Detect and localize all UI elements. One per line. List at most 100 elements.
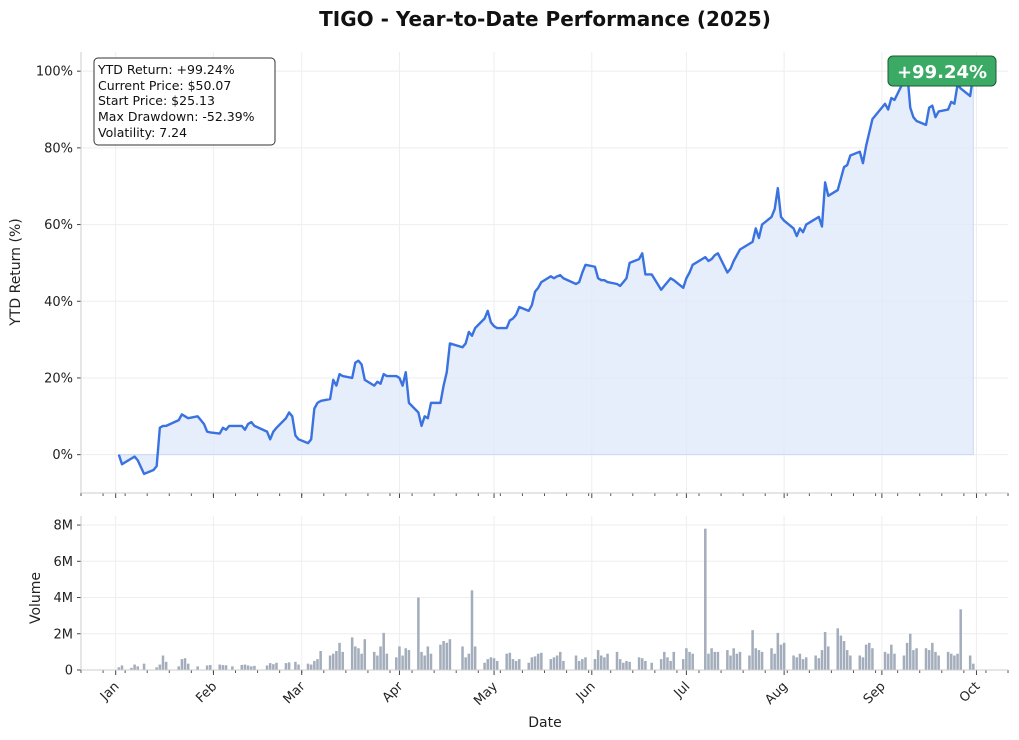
volume-bar [735,653,739,670]
volume-bar [688,651,691,670]
stat-max-drawdown: Max Drawdown: -52.39% [98,109,255,124]
volume-bar [937,655,940,670]
volume-bar [464,657,467,670]
volume-bar [650,662,653,670]
stat-ytd-return: YTD Return: +99.24% [97,62,235,77]
stats-box: YTD Return: +99.24% Current Price: $50.0… [93,57,276,146]
volume-bar [376,655,379,670]
volume-y-tick-label: 2M [54,627,74,642]
volume-bar [246,665,250,670]
price-series-line [117,69,975,476]
volume-bar [707,653,710,670]
volume-bar [883,651,887,670]
volume-bar [691,653,694,670]
volume-bar [820,650,824,670]
volume-bar [489,657,493,670]
volume-bar [593,659,597,670]
volume-bar [268,663,272,670]
volume-bar [924,648,928,670]
volume-bar [120,665,124,670]
volume-bar [748,655,751,670]
volume-bar [224,665,228,670]
volume-bar [934,651,937,670]
price-y-tick-label: 20% [44,371,73,386]
volume-bar [158,664,162,670]
volume-bar [915,648,918,670]
volume-bar [536,653,540,670]
volume-bar [407,650,411,670]
volume-bar [372,651,376,670]
volume-bar [738,651,742,670]
stat-current-price: Current Price: $50.07 [98,78,231,93]
volume-bar [644,660,647,670]
volume-bar [142,663,146,670]
volume-bar [581,659,584,670]
price-y-axis-title: YTD Return (%) [8,218,24,326]
volume-bar [209,664,212,670]
x-axis-title: Date [528,715,561,731]
x-tick-label: Mar [281,679,309,707]
volume-bar [606,653,609,670]
volume-bar [379,646,382,670]
volume-bar [492,658,496,670]
volume-bar [243,664,247,670]
volume-bar [130,667,133,670]
volume-bar [577,660,581,670]
volume-bar [218,664,221,670]
x-tick-label: Oct [957,679,984,706]
volume-bar [363,639,367,670]
volume-bar [297,664,300,670]
volume-bar [117,667,121,670]
volume-bar [685,648,688,670]
volume-bar [177,666,180,670]
volume-bar [328,655,332,670]
volume-bar [827,646,830,670]
volume-bar [357,648,360,670]
x-tick-label: May [471,679,501,709]
volume-bar [637,657,641,670]
volume-y-axis-title: Volume [28,572,44,624]
volume-bar [886,653,890,670]
volume-bar [354,646,357,670]
volume-bar [284,663,288,670]
volume-bar [801,659,805,670]
volume-bar [221,665,225,670]
volume-bar [956,653,959,670]
volume-bar [287,662,291,670]
volume-bar [275,662,278,670]
volume-bar [710,648,713,670]
volume-bar [341,651,344,670]
volume-bar [196,666,199,670]
price-y-tick-label: 80% [44,141,73,156]
volume-bar [779,644,783,670]
volume-bar [726,650,729,670]
volume-bar [912,650,915,670]
volume-bar [953,655,956,670]
volume-bar [183,658,187,670]
volume-bar [417,597,420,670]
ytd-badge: +99.24% [887,55,997,87]
price-y-tick-label: 0% [52,448,73,463]
volume-bar [804,657,808,670]
volume-bar [795,657,798,670]
volume-bar [445,642,449,670]
volume-bar [514,660,518,670]
volume-y-tick-label: 4M [54,591,74,606]
volume-bar [754,648,758,670]
volume-bar [946,651,950,670]
volume-bar [861,657,865,670]
volume-bar [540,652,543,670]
volume-bar [713,651,717,670]
volume-bar [798,653,802,670]
volume-bar [814,655,817,670]
volume-bar [294,661,297,670]
volume-bar [429,653,433,670]
volume-bar [309,664,313,670]
volume-bar [404,648,408,670]
volume-bar [732,648,735,670]
volume-bar [382,632,385,670]
volume-bar [530,657,534,670]
volume-bar [729,655,732,670]
volume-bar [858,655,862,670]
